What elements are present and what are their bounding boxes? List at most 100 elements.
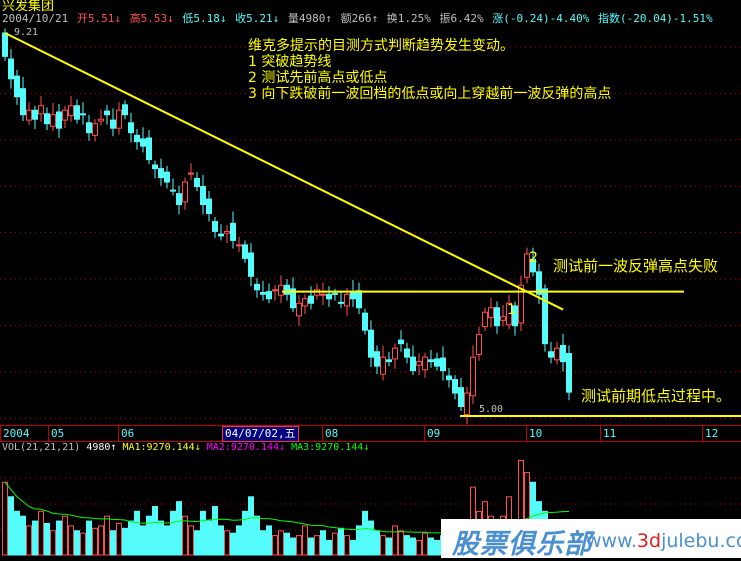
volume-bar <box>26 525 32 556</box>
candle-body <box>452 379 458 394</box>
candle-body <box>350 291 356 300</box>
watermark <box>441 519 741 558</box>
candle-body <box>524 253 530 278</box>
volume-bar <box>104 515 110 556</box>
candle-body <box>20 88 26 116</box>
volume-bar <box>14 510 20 556</box>
volume-bar <box>194 530 200 556</box>
candle-body <box>284 284 290 295</box>
candle-body <box>176 193 182 205</box>
annotation-heading: 维克多提示的目测方式判断趋势发生变动。 <box>248 38 514 54</box>
volume-bar <box>158 520 164 556</box>
volume-bar <box>398 530 404 556</box>
volume-bar <box>176 501 182 556</box>
vol-ma3: MA3:9270.144↓ <box>291 442 370 453</box>
candle-body <box>86 122 92 134</box>
volume-bar <box>218 525 224 556</box>
watermark-logo: 股票俱乐部 <box>452 529 592 560</box>
volume-bar <box>80 532 86 556</box>
candle-body <box>410 356 416 372</box>
volume-bar <box>200 510 206 556</box>
volume-bar <box>320 530 326 556</box>
axis-label: 11 <box>600 426 616 441</box>
candle-body <box>356 290 362 309</box>
candle-body <box>158 168 164 179</box>
vol-ma1: MA1:9270.144↓ <box>122 442 201 453</box>
candle-body <box>164 171 170 183</box>
volume-bar <box>356 525 362 556</box>
watermark-url: www.3djulebu.com <box>586 530 741 552</box>
candle-body <box>278 284 284 296</box>
candle-body <box>170 189 176 192</box>
volume-bar <box>2 481 8 556</box>
candle-body <box>434 358 440 367</box>
volume-bar <box>338 527 344 556</box>
candle-body <box>140 138 146 147</box>
quote-bar: 2004/10/21 开5.51↓ 高5.53↓ 低5.18↓ 收5.21↓ 量… <box>2 13 715 25</box>
volume-bar <box>20 515 26 556</box>
volume-bar <box>32 520 38 556</box>
volume-bar <box>368 520 374 556</box>
candle-body <box>422 356 428 371</box>
note-test-low: 测试前期低点过程中。 <box>581 387 732 405</box>
quote-change: 涨(-0.24)-4.40% <box>492 12 590 25</box>
candle-body <box>260 291 266 295</box>
candle-body <box>56 111 62 129</box>
candle-body <box>554 347 560 361</box>
quote-volume: 量4980↑ <box>287 12 332 25</box>
quote-amplitude: 振6.42% <box>439 12 484 25</box>
volume-bar <box>128 520 134 556</box>
axis-label: 10 <box>526 426 542 441</box>
volume-bar <box>392 525 398 556</box>
axis-label: 05 <box>48 426 64 441</box>
candle-body <box>68 105 74 117</box>
candle-body <box>122 104 128 116</box>
candle-body <box>458 387 464 408</box>
quote-close: 收5.21↓ <box>235 12 280 25</box>
volume-bar <box>74 530 80 556</box>
volume-bar <box>260 530 266 556</box>
volume-bar <box>110 530 116 556</box>
volume-bar <box>62 515 68 556</box>
volume-bar <box>122 527 128 556</box>
mark-2: 2 <box>529 250 538 266</box>
volume-bar <box>98 525 104 556</box>
volume-bar <box>344 535 350 556</box>
candle-body <box>374 351 380 367</box>
candle-body <box>368 329 374 358</box>
volume-bar <box>116 522 122 556</box>
volume-bar <box>236 525 242 556</box>
volume-bar <box>134 510 140 556</box>
candle-body <box>506 302 512 326</box>
volume-bar <box>314 535 320 556</box>
candle-body <box>38 105 44 115</box>
volume-bar <box>92 527 98 556</box>
candle-body <box>446 375 452 381</box>
candle-body <box>326 293 332 300</box>
volume-bar <box>428 537 434 556</box>
candle-body <box>200 186 206 205</box>
annotation-rule-1: 1 突破趋势线 <box>248 54 332 70</box>
volume-bar <box>434 539 440 556</box>
candle-body <box>344 293 350 307</box>
volume-bar <box>290 537 296 556</box>
time-axis: 2004 05 06 04/07/02,五 08 09 10 11 12 <box>0 425 741 442</box>
candle-body <box>224 230 230 234</box>
volume-indicator-bar: VOL(21,21,21) 4980↑ MA1:9270.144↓ MA2:92… <box>2 442 369 454</box>
candle-body <box>488 307 494 319</box>
volume-bar <box>188 525 194 556</box>
candle-body <box>44 113 50 125</box>
volume-bar <box>224 530 230 556</box>
candle-body <box>542 288 548 345</box>
quote-amount: 额266↑ <box>340 12 379 25</box>
candle-body <box>152 164 158 170</box>
candle-body <box>80 113 86 116</box>
candle-body <box>338 301 344 304</box>
candle-body <box>476 334 482 355</box>
volume-bar <box>44 522 50 556</box>
candle-body <box>26 109 32 121</box>
candle-body <box>218 233 224 237</box>
candle-body <box>92 123 98 136</box>
volume-bar <box>278 530 284 556</box>
candle-body <box>254 283 260 291</box>
